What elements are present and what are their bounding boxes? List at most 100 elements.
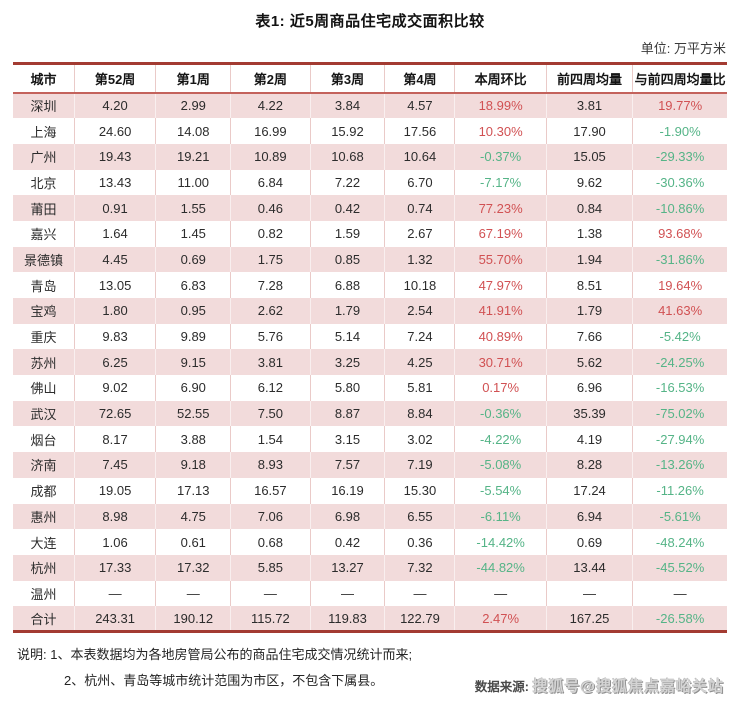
value-cell: 8.51	[545, 272, 633, 298]
value-cell: 0.17%	[454, 375, 547, 401]
value-cell: 1.55	[155, 195, 231, 221]
value-cell: 8.28	[545, 452, 633, 478]
value-cell: -6.11%	[454, 503, 547, 530]
city-cell: 杭州	[30, 561, 57, 577]
value-cell: -1.90%	[632, 118, 727, 144]
value-cell: 119.83	[309, 606, 385, 632]
city-cell: 广州	[30, 150, 57, 166]
value-cell: 9.15	[155, 349, 231, 376]
table-total-row: 合计 243.31 190.12 115.72 119.83 122.79 2.47% 167…	[13, 606, 727, 632]
data-source-label: 数据来源:	[474, 680, 529, 694]
value-cell: 52.55	[155, 400, 231, 427]
table-row: 重庆 9.83 9.89 5.76 5.14 7.24 40.89% 7.66 -5.42%	[13, 323, 727, 350]
value-cell: 5.81	[384, 375, 455, 401]
value-cell: 17.56	[384, 118, 455, 144]
value-cell: -24.25%	[632, 349, 727, 376]
value-cell: 9.18	[155, 452, 231, 478]
value-cell: 17.33	[73, 554, 156, 581]
value-cell: 3.25	[309, 349, 385, 376]
value-cell: -4.22%	[454, 426, 547, 453]
table-row: 嘉兴 1.64 1.45 0.82 1.59 2.67 67.19% 1.38 93.68%	[13, 220, 727, 247]
value-cell: 16.19	[309, 477, 385, 504]
value-cell: 0.69	[545, 529, 633, 555]
value-cell: 4.75	[155, 503, 231, 530]
value-cell: 0.68	[230, 529, 310, 555]
value-cell: 5.85	[230, 554, 310, 581]
value-cell: 6.70	[384, 169, 455, 196]
value-cell: 1.32	[384, 246, 455, 273]
city-cell: 嘉兴	[30, 227, 57, 243]
value-cell: 15.92	[309, 118, 385, 144]
value-cell: 2.54	[384, 298, 455, 324]
value-cell: 18.99%	[454, 92, 547, 119]
city-cell: 烟台	[30, 432, 57, 448]
table-row: 上海 24.60 14.08 16.99 15.92 17.56 10.30% 17.90 -1…	[13, 118, 727, 144]
value-cell: 3.81	[545, 92, 633, 119]
table-row: 苏州 6.25 9.15 3.81 3.25 4.25 30.71% 5.62 -24.25%	[13, 349, 727, 376]
value-cell: 2.62	[230, 298, 310, 324]
value-cell: -7.17%	[454, 169, 547, 196]
table-row: 北京 13.43 11.00 6.84 7.22 6.70 -7.17% 9.62 -30.36…	[13, 169, 727, 196]
page-title: 表1: 近5周商品住宅成交面积比较	[255, 13, 485, 30]
value-cell: 6.25	[73, 349, 156, 376]
value-cell: -10.86%	[632, 195, 727, 221]
value-cell: 1.79	[545, 298, 633, 324]
value-cell: 6.83	[155, 272, 231, 298]
value-cell: 5.14	[309, 323, 385, 350]
column-header: 第52周	[73, 63, 156, 94]
note-1-text: 1、本表数据均为各地房管局公布的商品住宅成交情况统计而来;	[50, 647, 413, 663]
value-cell: 8.84	[384, 400, 455, 427]
value-cell: 19.77%	[632, 92, 727, 119]
value-cell: 1.38	[545, 220, 633, 247]
value-cell: 0.42	[309, 529, 385, 555]
table-container: 单位: 万平方米 城市 第52周 第1周 第2周 第3周 第4周 本周环比 前四周均量 与前四周…	[13, 38, 727, 634]
value-cell: 1.79	[309, 298, 385, 324]
value-cell: 19.05	[73, 477, 156, 504]
value-cell: 6.96	[545, 375, 633, 401]
value-cell: 7.66	[545, 323, 633, 350]
value-cell: 19.43	[73, 143, 156, 170]
value-cell: 16.57	[230, 477, 310, 504]
transaction-area-table: 城市 第52周 第1周 第2周 第3周 第4周 本周环比 前四周均量 与前四周均量比 深圳 4.2…	[13, 62, 727, 634]
city-cell: 成都	[30, 484, 57, 500]
city-cell: 合计	[30, 611, 57, 627]
city-cell: 莆田	[30, 201, 57, 217]
city-cell: 深圳	[30, 99, 57, 115]
value-cell: —	[454, 580, 547, 607]
value-cell: 41.63%	[632, 298, 727, 324]
value-cell: 14.08	[155, 118, 231, 144]
value-cell: -16.53%	[632, 375, 727, 401]
table-row: 温州 — — — — — — — —	[13, 580, 727, 607]
table-row: 成都 19.05 17.13 16.57 16.19 15.30 -5.54% 17.24 -1…	[13, 477, 727, 504]
city-cell: 济南	[30, 458, 57, 474]
table-row: 惠州 8.98 4.75 7.06 6.98 6.55 -6.11% 6.94 -5.61%	[13, 503, 727, 530]
value-cell: 7.19	[384, 452, 455, 478]
value-cell: 190.12	[155, 606, 231, 632]
value-cell: 9.62	[545, 169, 633, 196]
value-cell: 6.94	[545, 503, 633, 530]
value-cell: 9.02	[73, 375, 156, 401]
value-cell: 6.12	[230, 375, 310, 401]
value-cell: 72.65	[73, 400, 156, 427]
value-cell: 122.79	[384, 606, 455, 632]
value-cell: 0.36	[384, 529, 455, 555]
value-cell: 2.99	[155, 92, 231, 119]
value-cell: 10.89	[230, 143, 310, 170]
column-header: 城市	[13, 63, 75, 94]
value-cell: 17.90	[545, 118, 633, 144]
unit-label: 单位: 万平方米	[640, 41, 726, 56]
value-cell: 1.80	[73, 298, 156, 324]
value-cell: 3.88	[155, 426, 231, 453]
column-header: 第1周	[155, 63, 231, 94]
value-cell: 0.95	[155, 298, 231, 324]
value-cell: -5.42%	[632, 323, 727, 350]
table-row: 景德镇 4.45 0.69 1.75 0.85 1.32 55.70% 1.94 -31.86%	[13, 246, 727, 273]
city-cell: 佛山	[30, 381, 57, 397]
value-cell: 5.76	[230, 323, 310, 350]
value-cell: 167.25	[545, 606, 633, 632]
value-cell: 6.55	[384, 503, 455, 530]
value-cell: 77.23%	[454, 195, 547, 221]
value-cell: 3.81	[230, 349, 310, 376]
value-cell: 0.74	[384, 195, 455, 221]
table-row: 武汉 72.65 52.55 7.50 8.87 8.84 -0.36% 35.39 -75.0…	[13, 400, 727, 427]
